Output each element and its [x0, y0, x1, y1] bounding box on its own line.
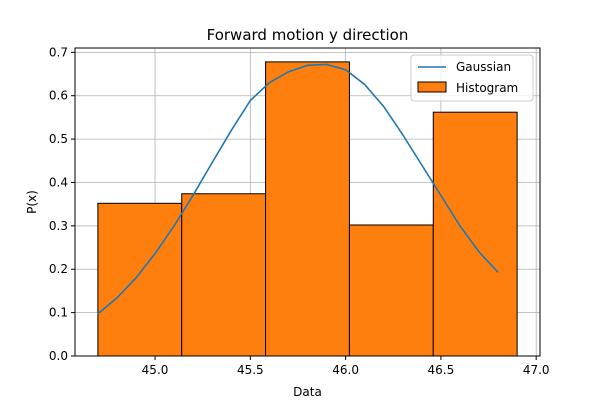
x-axis-ticks: 45.0 45.5 46.0 46.5 47.0 [142, 356, 550, 377]
x-tick-label-3: 46.5 [428, 363, 455, 377]
y-tick-label-0: 0.0 [49, 349, 68, 363]
y-tick-label-6: 0.6 [49, 89, 68, 103]
x-tick-label-4: 47.0 [523, 363, 550, 377]
histogram-bar-0 [97, 202, 183, 357]
y-tick-label-4: 0.4 [49, 175, 68, 189]
gaussian-line [97, 63, 499, 315]
y-tick-label-5: 0.5 [49, 132, 68, 146]
legend: Gaussian Histogram [410, 54, 534, 102]
legend-histogram-swatch [417, 81, 447, 93]
y-axis-label: P(x) [25, 190, 39, 214]
histogram-bar-3 [348, 224, 434, 357]
axes-frame [74, 47, 541, 357]
y-tick-label-1: 0.1 [49, 306, 68, 320]
y-tick-label-7: 0.7 [49, 45, 68, 59]
y-tick-label-2: 0.2 [49, 262, 68, 276]
histogram-bar-2 [265, 61, 350, 357]
x-tick-label-1: 45.5 [237, 363, 264, 377]
histogram-bar-4 [432, 111, 518, 357]
legend-histogram-label: Histogram [456, 81, 518, 95]
x-tick-label-2: 46.0 [332, 363, 359, 377]
chart-title: Forward motion y direction [207, 26, 409, 44]
histogram-bar-1 [181, 193, 267, 357]
y-axis-ticks: 0.0 0.1 0.2 0.3 0.4 0.5 0.6 0.7 [49, 45, 75, 363]
x-tick-label-0: 45.0 [142, 363, 169, 377]
legend-gaussian-label: Gaussian [456, 60, 511, 74]
x-axis-label: Data [293, 385, 322, 399]
histogram-bars [97, 61, 518, 357]
y-tick-label-3: 0.3 [49, 219, 68, 233]
